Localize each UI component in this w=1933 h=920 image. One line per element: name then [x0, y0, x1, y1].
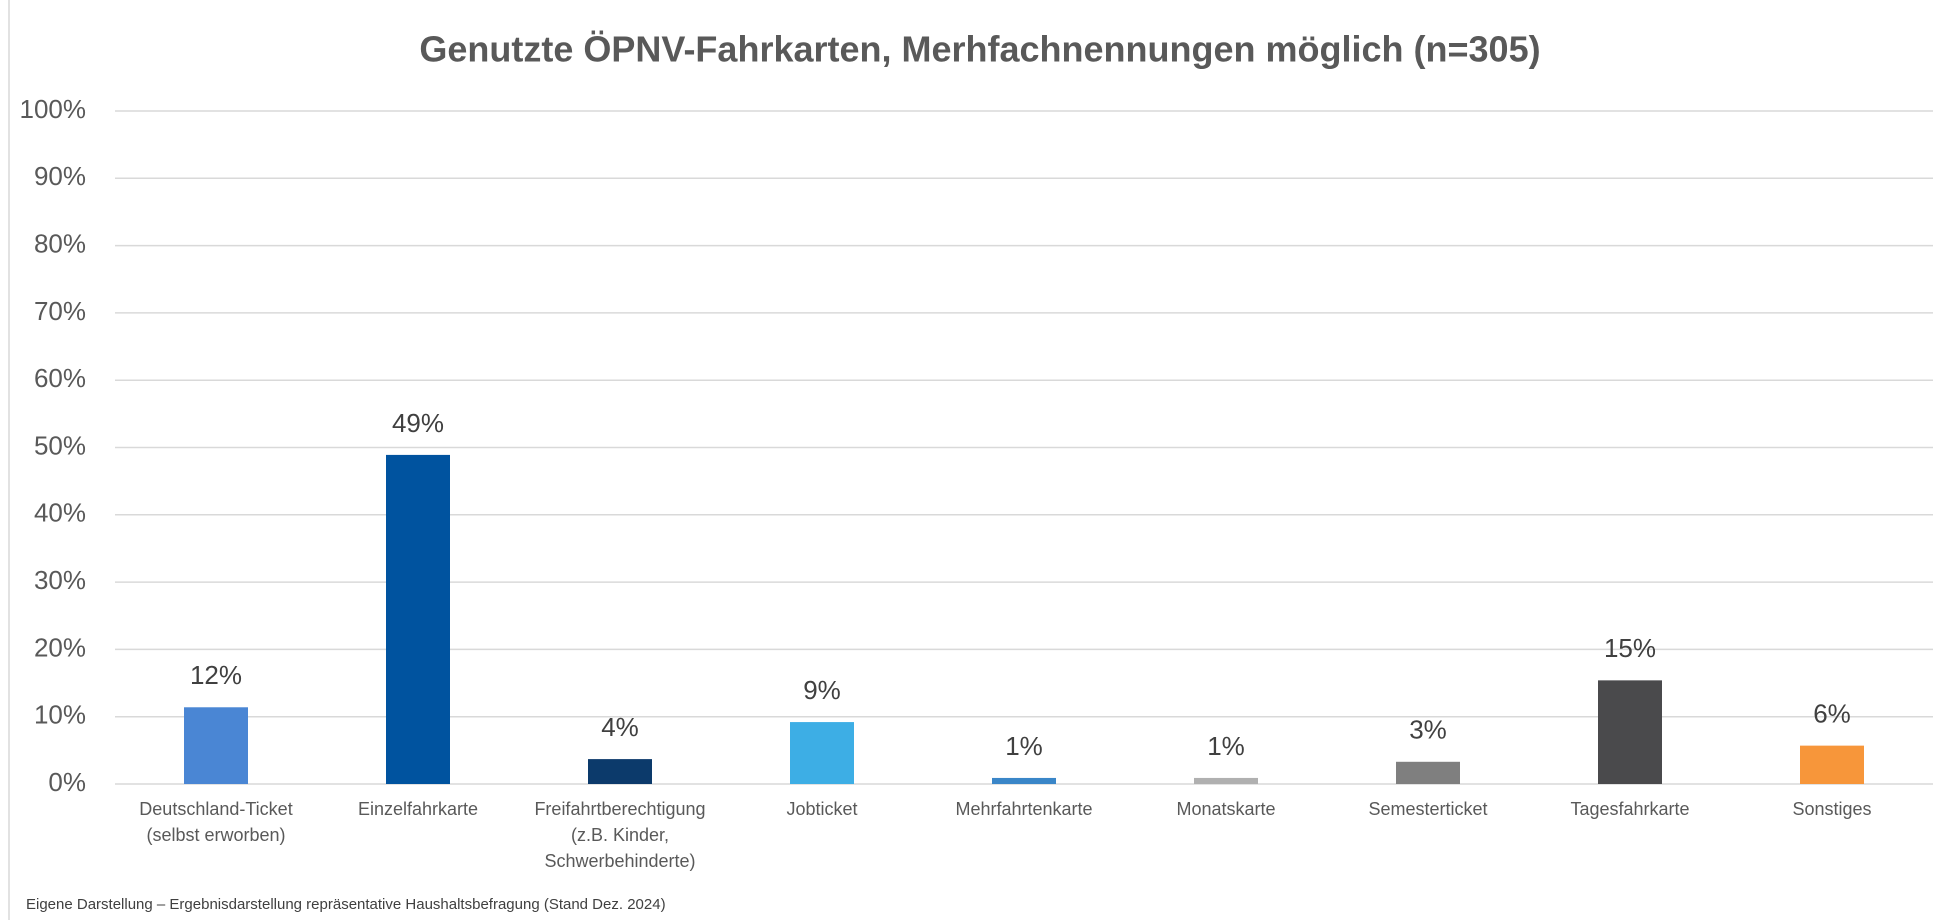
y-tick-label: 10% [34, 700, 86, 730]
bar [992, 777, 1056, 784]
bar [1194, 777, 1258, 784]
bar [588, 759, 652, 784]
y-tick-label: 100% [20, 94, 87, 124]
bar [184, 707, 248, 784]
value-label: 9% [803, 675, 841, 705]
y-tick-label: 50% [34, 430, 86, 460]
y-tick-label: 0% [48, 767, 86, 797]
y-tick-label: 70% [34, 296, 86, 326]
x-tick-label: Tagesfahrkarte [1570, 799, 1690, 819]
x-tick-label: Freifahrtberechtigung (z.B. Kinder, Schw… [534, 799, 706, 871]
value-label: 1% [1207, 731, 1245, 761]
bar [386, 454, 450, 784]
y-tick-label: 40% [34, 498, 86, 528]
x-tick-label: Semesterticket [1368, 799, 1488, 819]
bar [790, 722, 854, 784]
x-tick-label: Jobticket [786, 799, 858, 819]
source-note: Eigene Darstellung – Ergebnisdarstellung… [26, 896, 666, 913]
value-label: 1% [1005, 731, 1043, 761]
value-label: 49% [392, 408, 444, 438]
y-tick-label: 90% [34, 161, 86, 191]
chart-title: Genutzte ÖPNV-Fahrkarten, Merhfachnennun… [419, 29, 1540, 70]
value-label: 15% [1604, 633, 1656, 663]
x-tick-label: Deutschland-Ticket (selbst erworben) [139, 799, 293, 845]
y-tick-label: 20% [34, 632, 86, 662]
y-tick-label: 30% [34, 565, 86, 595]
bar [1598, 680, 1662, 784]
value-label: 12% [190, 660, 242, 690]
value-label: 4% [601, 712, 639, 742]
bar [1800, 745, 1864, 784]
x-tick-label: Einzelfahrkarte [357, 799, 479, 819]
y-tick-label: 60% [34, 363, 86, 393]
x-tick-label: Sonstiges [1792, 799, 1872, 819]
x-tick-label: Mehrfahrtenkarte [955, 799, 1093, 819]
bar [1396, 761, 1460, 784]
value-label: 3% [1409, 715, 1447, 745]
value-label: 6% [1813, 699, 1851, 729]
x-tick-label: Monatskarte [1176, 799, 1276, 819]
y-tick-label: 80% [34, 228, 86, 258]
